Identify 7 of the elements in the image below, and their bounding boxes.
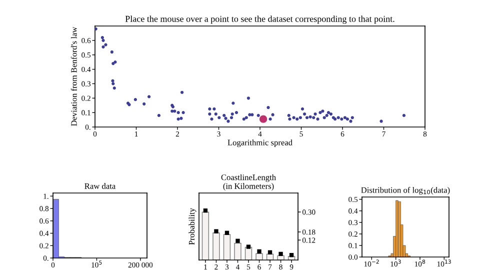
y-axis-title: Deviation from Benford's law [70, 26, 77, 126]
y-axis-title: Probability [188, 208, 196, 245]
x-axis-title: Logarithmic spread [228, 139, 292, 148]
chart-title: Distribution of log$_{10}$(data) [361, 186, 450, 195]
chart-title: Place the mouse over a point to see the dataset corresponding to that point. [125, 16, 394, 24]
chart-title: CoastlineLength (in Kilometers) [221, 174, 276, 191]
chart-title: Raw data [84, 183, 116, 189]
